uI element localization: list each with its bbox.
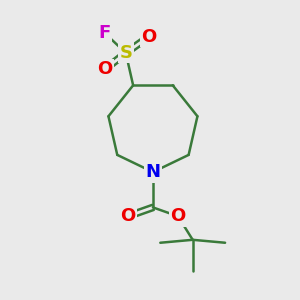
- Text: O: O: [170, 207, 186, 225]
- Text: F: F: [98, 24, 111, 42]
- Text: S: S: [119, 44, 132, 62]
- Text: O: O: [120, 207, 136, 225]
- Text: O: O: [141, 28, 156, 46]
- Text: N: N: [146, 163, 160, 181]
- Text: O: O: [98, 60, 113, 78]
